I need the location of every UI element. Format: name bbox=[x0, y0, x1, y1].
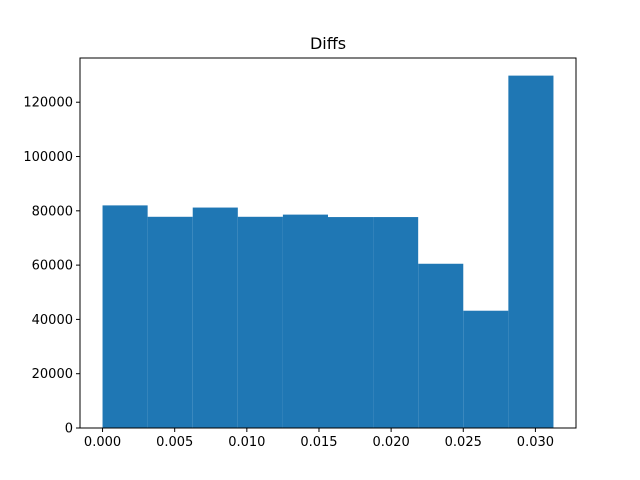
y-tick-label: 0 bbox=[65, 422, 73, 437]
histogram-bar-6 bbox=[373, 217, 419, 428]
histogram-bar-8 bbox=[463, 310, 509, 428]
x-axis-ticks: 0.000 0.005 0.010 0.015 0.020 0.025 0.030 bbox=[84, 428, 554, 450]
histogram-bar-5 bbox=[328, 217, 374, 428]
histogram-bar-2 bbox=[192, 207, 238, 428]
y-tick-label: 40000 bbox=[32, 313, 73, 328]
histogram-bar-4 bbox=[282, 214, 328, 428]
x-tick-label: 0.025 bbox=[445, 435, 482, 450]
chart-title: Diffs bbox=[310, 34, 346, 53]
histogram-bar-9 bbox=[508, 75, 554, 428]
x-tick-label: 0.020 bbox=[373, 435, 410, 450]
y-axis-ticks: 0 20000 40000 60000 80000 100000 120000 bbox=[23, 96, 80, 437]
histogram-bar-7 bbox=[418, 263, 464, 428]
x-tick-label: 0.010 bbox=[228, 435, 265, 450]
x-tick-label: 0.005 bbox=[156, 435, 193, 450]
y-tick-label: 20000 bbox=[32, 367, 73, 382]
plot-frame bbox=[79, 57, 577, 429]
histogram-bar-1 bbox=[147, 216, 193, 428]
bars-group bbox=[102, 75, 554, 428]
y-tick-label: 100000 bbox=[23, 150, 73, 165]
y-tick-label: 120000 bbox=[23, 96, 73, 111]
x-tick-label: 0.030 bbox=[517, 435, 554, 450]
y-tick-label: 80000 bbox=[32, 204, 73, 219]
y-tick-label: 60000 bbox=[32, 259, 73, 274]
x-tick-label: 0.015 bbox=[300, 435, 337, 450]
histogram-bar-0 bbox=[102, 205, 148, 428]
histogram-bar-3 bbox=[237, 216, 283, 428]
x-tick-label: 0.000 bbox=[84, 435, 121, 450]
